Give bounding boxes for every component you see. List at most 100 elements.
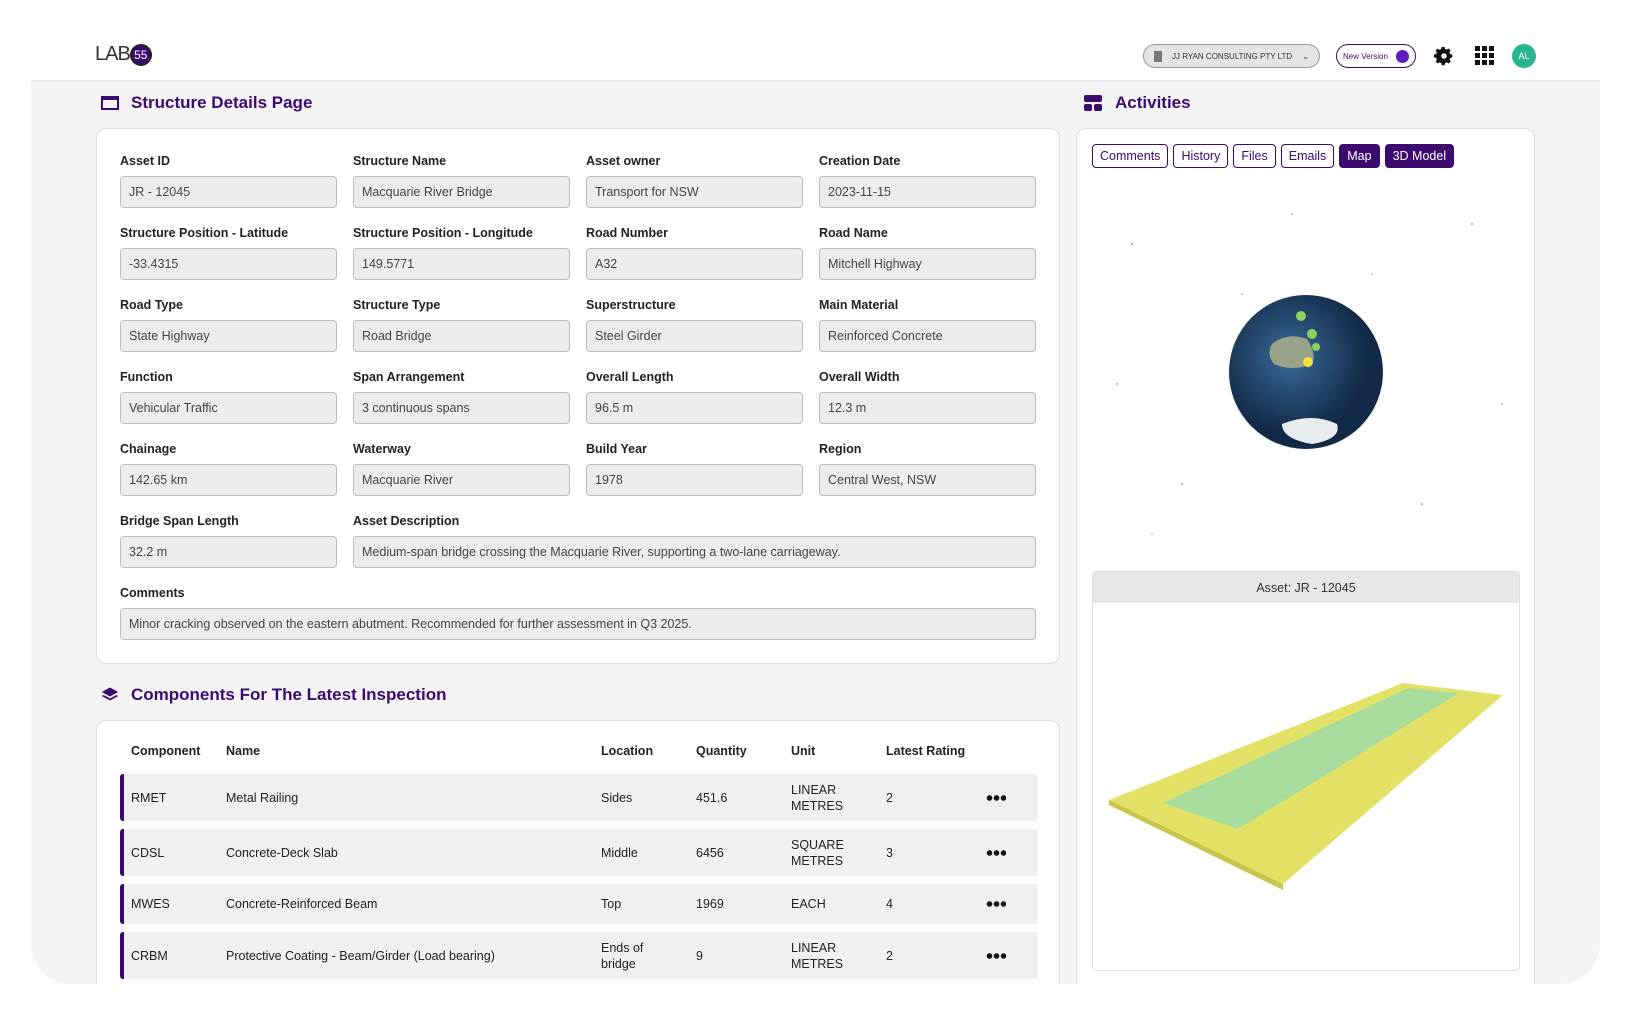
field-input[interactable]: State Highway — [120, 320, 337, 352]
apps-icon[interactable] — [1475, 46, 1494, 65]
version-toggle[interactable]: New Version — [1336, 44, 1416, 68]
component-row[interactable]: MWES Concrete-Reinforced Beam Top 1969 EACH 4 — [120, 884, 1038, 924]
more-menu[interactable] — [986, 901, 1006, 907]
tab[interactable]: Files — [1233, 144, 1276, 168]
tab[interactable]: Comments — [1092, 144, 1169, 168]
field-input[interactable]: Reinforced Concrete — [819, 320, 1036, 352]
field-input[interactable]: JR - 12045 — [120, 176, 337, 208]
model-viewer[interactable]: Asset: JR - 12045 — [1092, 571, 1520, 971]
cell: MWES — [131, 897, 170, 911]
field-input[interactable]: Central West, NSW — [819, 464, 1036, 496]
component-row[interactable]: CDSL Concrete-Deck Slab Middle 6456 SQUARE M… — [120, 829, 1038, 876]
map-view[interactable] — [1092, 184, 1520, 554]
component-row[interactable]: CRBM Protective Coating - Beam/Girder (Lo… — [120, 932, 1038, 979]
field: Road Type State Highway — [120, 293, 337, 365]
field-label: Bridge Span Length — [120, 514, 239, 528]
tab[interactable]: 3D Model — [1384, 144, 1455, 168]
field: Road Name Mitchell Highway — [819, 221, 1036, 293]
field: Overall Length 96.5 m — [586, 365, 803, 437]
cell: Sides — [601, 790, 633, 805]
field: Road Number A32 — [586, 221, 803, 293]
field-input[interactable]: 149.5771 — [353, 248, 570, 280]
activities-card: Comments History Files Emails Map 3D Model As… — [1076, 128, 1535, 984]
cell: 451.6 — [696, 790, 728, 805]
field-input[interactable]: Road Bridge — [353, 320, 570, 352]
field-input[interactable]: 32.2 m — [120, 536, 337, 568]
field-label: Waterway — [353, 442, 411, 456]
chevron: ⌄ — [1302, 51, 1309, 61]
field-input[interactable]: A32 — [586, 248, 803, 280]
cell: 3 — [886, 845, 893, 860]
field-input[interactable]: Macquarie River Bridge — [353, 176, 570, 208]
field-input[interactable]: 2023-11-15 — [819, 176, 1036, 208]
field-label: Road Type — [120, 298, 183, 312]
field-input[interactable]: Macquarie River — [353, 464, 570, 496]
cell: 4 — [886, 897, 893, 911]
tab[interactable]: Map — [1339, 144, 1380, 168]
layers-icon — [101, 687, 119, 701]
field: Creation Date 2023-11-15 — [819, 149, 1036, 221]
field: Region Central West, NSW — [819, 437, 1036, 509]
cell: LINEAR METRES — [791, 940, 844, 971]
field-input[interactable]: Medium-span bridge crossing the Macquari… — [353, 536, 1036, 568]
component-row[interactable]: RMET Metal Railing Sides 451.6 LINEAR METRES… — [120, 774, 1038, 821]
field-input[interactable]: 3 continuous spans — [353, 392, 570, 424]
field-input[interactable]: Vehicular Traffic — [120, 392, 337, 424]
more-menu[interactable] — [986, 849, 1006, 856]
logo-badge: 55 — [129, 43, 152, 66]
building-icon — [1154, 50, 1162, 62]
field: Structure Name Macquarie River Bridge — [353, 149, 570, 221]
field-input[interactable]: Transport for NSW — [586, 176, 803, 208]
cell: 1969 — [696, 897, 724, 911]
settings-icon[interactable] — [1433, 45, 1455, 67]
avatar[interactable]: AL — [1512, 44, 1536, 68]
tab[interactable]: Emails — [1280, 144, 1335, 168]
column-header: Unit — [791, 744, 816, 758]
field-input[interactable]: 1978 — [586, 464, 803, 496]
activities-heading: Activities — [1083, 93, 1191, 113]
field-grid: Asset ID JR - 12045 Structure Name Macquari… — [120, 149, 1036, 653]
field-label: Road Name — [819, 226, 888, 240]
field-input[interactable]: Steel Girder — [586, 320, 803, 352]
logo[interactable]: LAB 55 — [95, 43, 152, 66]
field-input[interactable]: 142.65 km — [120, 464, 337, 496]
tab[interactable]: History — [1173, 144, 1229, 168]
field-input[interactable]: Mitchell Highway — [819, 248, 1036, 280]
field: Structure Position - Longitude 149.5771 — [353, 221, 570, 293]
section-title: Components For The Latest Inspection — [131, 685, 447, 704]
field-input[interactable]: 12.3 m — [819, 392, 1036, 424]
field: Bridge Span Length 32.2 m — [120, 509, 337, 581]
column-header: Name — [226, 744, 261, 758]
field-label: Asset Description — [353, 514, 460, 528]
structure-heading: Structure Details Page — [101, 93, 312, 113]
column-header: Quantity — [696, 744, 747, 758]
cell: 2 — [886, 790, 893, 805]
field-label: Span Arrangement — [353, 370, 465, 384]
cell: Metal Railing — [226, 790, 299, 805]
field: Superstructure Steel Girder — [586, 293, 803, 365]
logo-text: LAB — [95, 43, 131, 65]
field: Structure Position - Latitude -33.4315 — [120, 221, 337, 293]
field: Comments Minor cracking observed on the e… — [120, 581, 1036, 653]
field-input[interactable]: Minor cracking observed on the eastern a… — [120, 608, 1036, 640]
more-menu[interactable] — [986, 952, 1006, 959]
field: Function Vehicular Traffic — [120, 365, 337, 437]
toggle-label: New Version — [1343, 51, 1388, 61]
field: Chainage 142.65 km — [120, 437, 337, 509]
components-heading: Components For The Latest Inspection — [101, 685, 446, 705]
organisation-select[interactable]: JJ RYAN CONSULTING PTY LTD ⌄ — [1143, 44, 1320, 68]
field: Asset owner Transport for NSW — [586, 149, 803, 221]
field-input[interactable]: 96.5 m — [586, 392, 803, 424]
cell: RMET — [131, 790, 167, 805]
cell: CDSL — [131, 845, 165, 860]
field-label: Structure Position - Latitude — [120, 226, 289, 240]
more-menu[interactable] — [986, 794, 1006, 801]
cell: CRBM — [131, 948, 168, 963]
field: Asset ID JR - 12045 — [120, 149, 337, 221]
field-input[interactable]: -33.4315 — [120, 248, 337, 280]
column-header: Component — [131, 744, 201, 758]
field-label: Asset owner — [586, 154, 661, 168]
cell: Concrete-Deck Slab — [226, 845, 338, 860]
field: Build Year 1978 — [586, 437, 803, 509]
